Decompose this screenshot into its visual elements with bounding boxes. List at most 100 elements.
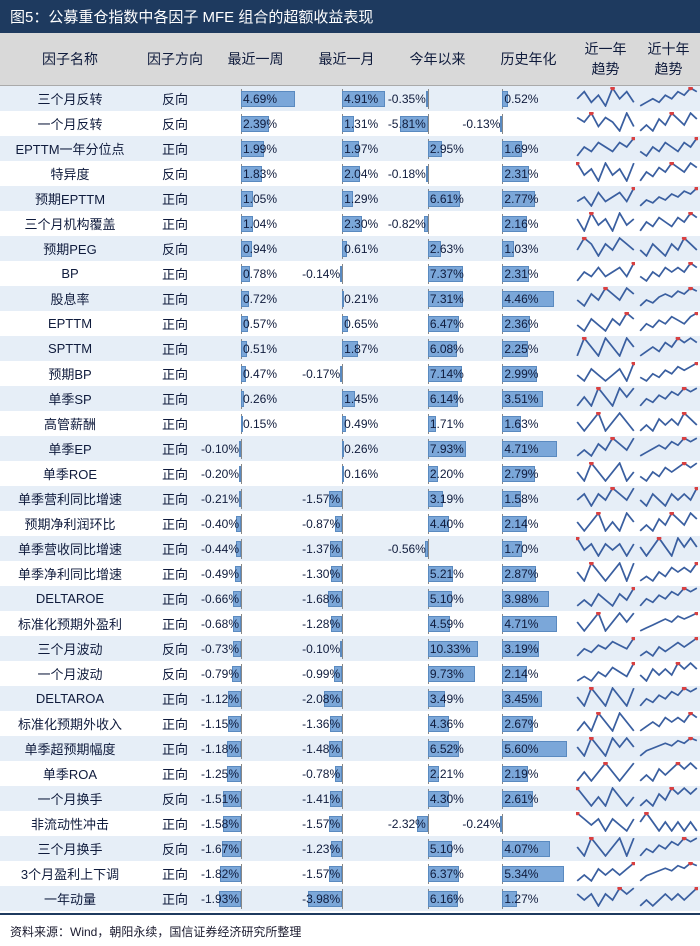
factor-direction: 正向 xyxy=(140,461,210,486)
factor-name: 一个月波动 xyxy=(0,661,140,686)
factor-direction: 正向 xyxy=(140,211,210,236)
col-header-4: 今年以来 xyxy=(392,33,483,86)
factor-direction: 正向 xyxy=(140,761,210,786)
factor-name: 一个月反转 xyxy=(0,111,140,136)
factor-name: 预期EPTTM xyxy=(0,186,140,211)
factor-name: 3个月盈利上下调 xyxy=(0,861,140,886)
table-row: 非流动性冲击正向-1.58%-1.57%-2.32%-0.24% xyxy=(0,811,700,836)
table-row: 特异度反向1.83%2.04%-0.18%2.31% xyxy=(0,161,700,186)
factor-table: 因子名称因子方向最近一周最近一月今年以来历史年化近一年 趋势近十年 趋势 三个月… xyxy=(0,33,700,911)
factor-direction: 反向 xyxy=(140,661,210,686)
table-row: 三个月机构覆盖正向1.04%2.30%-0.82%2.16% xyxy=(0,211,700,236)
table-row: 股息率正向0.72%0.21%7.31%4.46% xyxy=(0,286,700,311)
table-row: 单季SP正向0.26%1.45%6.14%3.51% xyxy=(0,386,700,411)
factor-direction: 正向 xyxy=(140,861,210,886)
factor-name: 单季营收同比增速 xyxy=(0,536,140,561)
source-footer: 资料来源：Wind，朝阳永续，国信证券经济研究所整理 xyxy=(0,913,700,946)
factor-name: 单季营利同比增速 xyxy=(0,486,140,511)
factor-direction: 正向 xyxy=(140,561,210,586)
factor-direction: 正向 xyxy=(140,711,210,736)
factor-name: 三个月反转 xyxy=(0,86,140,112)
factor-direction: 反向 xyxy=(140,236,210,261)
factor-name: 单季EP xyxy=(0,436,140,461)
factor-direction: 正向 xyxy=(140,486,210,511)
factor-name: 一年动量 xyxy=(0,886,140,911)
factor-direction: 反向 xyxy=(140,636,210,661)
table-row: 3个月盈利上下调正向-1.82%-1.57%6.37%5.34% xyxy=(0,861,700,886)
figure-title: 图5：公募重仓指数中各因子 MFE 组合的超额收益表现 xyxy=(0,0,700,33)
factor-name: EPTTM一年分位点 xyxy=(0,136,140,161)
factor-name: 单季ROA xyxy=(0,761,140,786)
factor-direction: 反向 xyxy=(140,836,210,861)
factor-direction: 正向 xyxy=(140,311,210,336)
table-row: 一个月换手反向-1.51%-1.41%4.30%2.61% xyxy=(0,786,700,811)
factor-direction: 正向 xyxy=(140,136,210,161)
table-row: 单季净利同比增速正向-0.49%-1.30%5.21%2.87% xyxy=(0,561,700,586)
factor-name: 预期PEG xyxy=(0,236,140,261)
factor-direction: 正向 xyxy=(140,361,210,386)
table-row: 单季ROE正向-0.20%0.16%2.20%2.79% xyxy=(0,461,700,486)
factor-name: SPTTM xyxy=(0,336,140,361)
factor-name: 三个月换手 xyxy=(0,836,140,861)
table-row: 预期BP正向0.47%-0.17%7.14%2.99% xyxy=(0,361,700,386)
factor-direction: 正向 xyxy=(140,736,210,761)
factor-name: 单季ROE xyxy=(0,461,140,486)
table-row: 单季EP正向-0.10%0.26%7.93%4.71% xyxy=(0,436,700,461)
table-row: 三个月换手反向-1.67%-1.23%5.10%4.07% xyxy=(0,836,700,861)
factor-direction: 正向 xyxy=(140,186,210,211)
table-row: 预期EPTTM正向1.05%1.29%6.61%2.77% xyxy=(0,186,700,211)
factor-direction: 正向 xyxy=(140,411,210,436)
table-row: 高管薪酬正向0.15%0.49%1.71%1.63% xyxy=(0,411,700,436)
factor-name: BP xyxy=(0,261,140,286)
table-row: DELTAROA正向-1.12%-2.08%3.49%3.45% xyxy=(0,686,700,711)
table-row: 标准化预期外收入正向-1.15%-1.36%4.36%2.67% xyxy=(0,711,700,736)
table-row: 单季营收同比增速正向-0.44%-1.37%-0.56%1.70% xyxy=(0,536,700,561)
factor-direction: 正向 xyxy=(140,286,210,311)
table-row: 标准化预期外盈利正向-0.68%-1.28%4.59%4.71% xyxy=(0,611,700,636)
factor-name: 高管薪酬 xyxy=(0,411,140,436)
table-row: EPTTM一年分位点正向1.99%1.97%2.95%1.69% xyxy=(0,136,700,161)
col-header-0: 因子名称 xyxy=(0,33,140,86)
table-row: DELTAROE正向-0.66%-1.68%5.10%3.98% xyxy=(0,586,700,611)
factor-direction: 正向 xyxy=(140,611,210,636)
factor-direction: 正向 xyxy=(140,811,210,836)
factor-name: 股息率 xyxy=(0,286,140,311)
factor-direction: 反向 xyxy=(140,786,210,811)
table-row: 三个月波动反向-0.73%-0.10%10.33%3.19% xyxy=(0,636,700,661)
factor-direction: 正向 xyxy=(140,586,210,611)
factor-name: 预期净利润环比 xyxy=(0,511,140,536)
factor-name: 标准化预期外收入 xyxy=(0,711,140,736)
factor-direction: 正向 xyxy=(140,886,210,911)
factor-name: 单季超预期幅度 xyxy=(0,736,140,761)
factor-name: 标准化预期外盈利 xyxy=(0,611,140,636)
table-row: 预期PEG反向0.94%0.61%2.63%1.03% xyxy=(0,236,700,261)
col-header-5: 历史年化 xyxy=(483,33,574,86)
factor-direction: 正向 xyxy=(140,436,210,461)
col-header-6: 近一年 趋势 xyxy=(574,33,637,86)
factor-direction: 正向 xyxy=(140,686,210,711)
factor-direction: 正向 xyxy=(140,536,210,561)
col-header-2: 最近一周 xyxy=(210,33,301,86)
factor-name: 特异度 xyxy=(0,161,140,186)
table-row: 单季营利同比增速正向-0.21%-1.57%3.19%1.58% xyxy=(0,486,700,511)
factor-name: 单季净利同比增速 xyxy=(0,561,140,586)
table-row: 三个月反转反向4.69%4.91%-0.35%0.52% xyxy=(0,86,700,112)
factor-direction: 正向 xyxy=(140,511,210,536)
factor-name: 非流动性冲击 xyxy=(0,811,140,836)
table-row: 预期净利润环比正向-0.40%-0.87%4.40%2.14% xyxy=(0,511,700,536)
factor-name: DELTAROE xyxy=(0,586,140,611)
factor-direction: 正向 xyxy=(140,261,210,286)
col-header-7: 近十年 趋势 xyxy=(637,33,700,86)
table-row: SPTTM正向0.51%1.87%6.08%2.25% xyxy=(0,336,700,361)
table-row: BP正向0.78%-0.14%7.37%2.31% xyxy=(0,261,700,286)
factor-name: 一个月换手 xyxy=(0,786,140,811)
table-row: 一个月波动反向-0.79%-0.99%9.73%2.14% xyxy=(0,661,700,686)
factor-direction: 反向 xyxy=(140,86,210,112)
table-row: 单季超预期幅度正向-1.18%-1.48%6.52%5.60% xyxy=(0,736,700,761)
factor-name: DELTAROA xyxy=(0,686,140,711)
table-row: 单季ROA正向-1.25%-0.78%2.21%2.19% xyxy=(0,761,700,786)
factor-name: 单季SP xyxy=(0,386,140,411)
factor-name: 三个月机构覆盖 xyxy=(0,211,140,236)
col-header-1: 因子方向 xyxy=(140,33,210,86)
factor-direction: 正向 xyxy=(140,336,210,361)
